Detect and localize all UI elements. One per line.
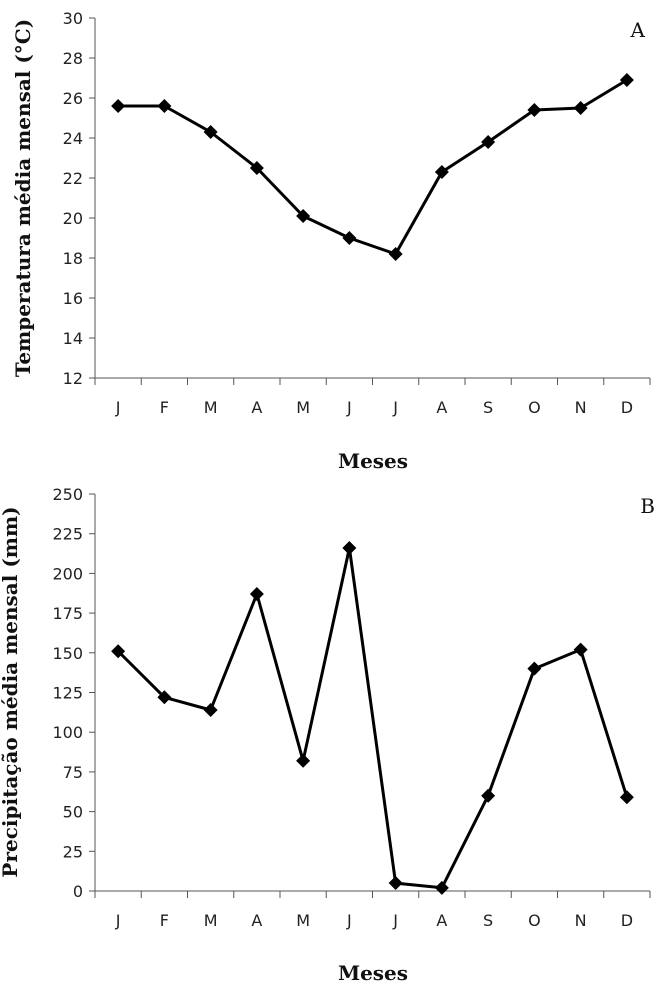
panel-a-y-tick-label: 22: [63, 169, 83, 188]
panel-b-data-point: [481, 788, 496, 803]
panel-b-x-tick-label: F: [160, 911, 169, 930]
panel-a-x-tick-label: J: [346, 398, 352, 417]
panel-a: A Temperatura média mensal (°C) Meses 12…: [11, 9, 651, 473]
panel-b-x-tick-label: N: [575, 911, 587, 930]
panel-b-y-tick-label: 175: [52, 604, 83, 623]
panel-b-y-tick-label: 0: [73, 882, 83, 901]
panel-b-data-point: [249, 587, 264, 602]
panel-b-y-tick-label: 75: [63, 763, 83, 782]
panel-b-data-point: [342, 540, 357, 555]
panel-b-y-tick-label: 50: [63, 803, 83, 822]
panel-b-y-axis-title: Precipitação média mensal (mm): [0, 506, 22, 877]
panel-a-data-point: [481, 135, 496, 149]
panel-b-x-tick-label: J: [346, 911, 352, 930]
panel-a-y-tick-label: 12: [63, 369, 83, 388]
panel-a-x-tick-label: D: [621, 398, 633, 417]
panel-b-y-tick-label: 225: [52, 525, 83, 544]
panel-a-data-point: [157, 99, 172, 113]
panel-b-x-tick-label: D: [621, 911, 633, 930]
panel-a-letter: A: [630, 18, 646, 42]
panel-b-x-tick-label: M: [296, 911, 310, 930]
panel-a-y-tick-label: 14: [63, 329, 83, 348]
panel-a-x-tick-label: A: [251, 398, 262, 417]
panel-b-y-tick-label: 100: [52, 723, 83, 742]
panel-a-plot: 12 14 16 18 20 22 24 26 28 30 J F M A M J J A S O N D: [63, 9, 651, 417]
panel-b-series-line: [117, 546, 629, 890]
panel-b-x-axis-title: Meses: [338, 961, 408, 985]
panel-a-series-line: [118, 78, 628, 256]
panel-a-y-tick-label: 28: [63, 49, 83, 68]
panel-a-data-point: [619, 73, 634, 87]
panel-a-x-tick-label: J: [392, 398, 398, 417]
panel-b-x-tick-label: A: [251, 911, 262, 930]
panel-a-x-tick-label: M: [204, 398, 218, 417]
panel-a-x-tick-label: J: [115, 398, 121, 417]
panel-b-x-tick-label: O: [528, 911, 541, 930]
panel-b-data-point: [203, 702, 218, 717]
panel-b-y-tick-label: 250: [52, 485, 83, 504]
panel-b-data-point: [434, 880, 449, 895]
panel-b-data-point: [388, 876, 403, 891]
panel-b-x-tick-label: J: [392, 911, 398, 930]
panel-a-x-axis-title: Meses: [338, 449, 408, 473]
panel-b-x-tick-label: J: [115, 911, 121, 930]
panel-a-y-tick-label: 20: [63, 209, 83, 228]
panel-a-x-tick-label: A: [436, 398, 447, 417]
panel-b-data-point: [527, 661, 542, 676]
panel-b-letter: B: [640, 494, 655, 518]
panel-b-x-tick-label: M: [204, 911, 218, 930]
panel-b-data-point: [573, 642, 588, 657]
panel-a-y-tick-label: 26: [63, 89, 83, 108]
panel-b-y-tick-label: 125: [52, 684, 83, 703]
panel-b-y-tick-label: 200: [52, 564, 83, 583]
panel-a-data-point: [573, 101, 588, 115]
panel-a-data-point: [342, 231, 357, 245]
panel-a-y-axis-title: Temperatura média mensal (°C): [11, 19, 35, 377]
panel-a-data-point: [434, 165, 449, 179]
panel-b-plot: 0 25 50 75 100 125 150 175 200 225 250 J F M A M J J A S O N D: [52, 485, 651, 930]
panel-a-x-tick-label: M: [296, 398, 310, 417]
panel-a-data-point: [111, 99, 126, 113]
panel-b-data-point: [111, 644, 126, 659]
panel-a-data-point: [296, 209, 311, 223]
panel-b-data-point: [619, 790, 634, 805]
panel-b-data-point: [157, 690, 172, 705]
panel-a-data-point: [388, 247, 403, 261]
panel-b: B Precipitação média mensal (mm) Meses 0…: [0, 485, 655, 985]
panel-b-x-tick-label: A: [436, 911, 447, 930]
panel-a-y-tick-label: 18: [63, 249, 83, 268]
panel-b-data-point: [296, 753, 311, 768]
panel-b-x-tick-label: S: [483, 911, 493, 930]
panel-b-y-tick-label: 25: [63, 842, 83, 861]
panel-a-x-tick-label: O: [528, 398, 541, 417]
panel-b-y-tick-label: 150: [52, 644, 83, 663]
panel-a-y-tick-label: 24: [63, 129, 83, 148]
panel-a-data-point: [249, 161, 264, 175]
panel-a-x-tick-label: N: [575, 398, 587, 417]
panel-a-y-tick-label: 16: [63, 289, 83, 308]
panel-a-data-point: [527, 103, 542, 117]
panel-a-x-tick-label: F: [160, 398, 169, 417]
panel-a-data-point: [203, 125, 218, 139]
panel-a-x-tick-label: S: [483, 398, 493, 417]
panel-a-y-tick-label: 30: [63, 9, 83, 28]
